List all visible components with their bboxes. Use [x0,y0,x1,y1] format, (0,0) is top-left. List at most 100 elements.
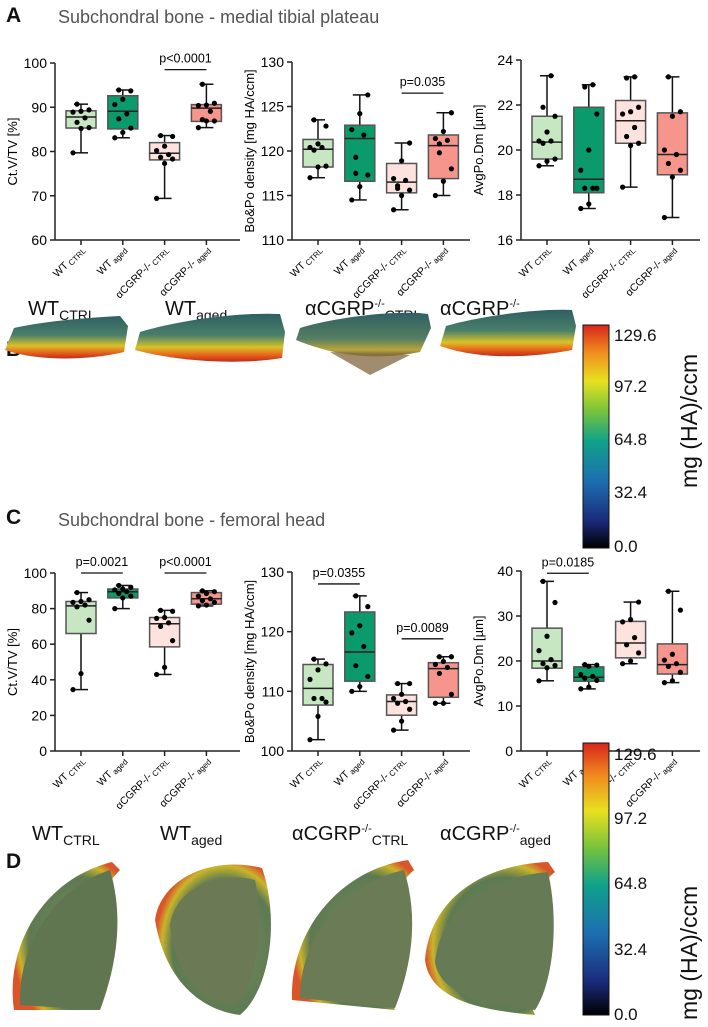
y-tick-label: 110 [262,683,285,699]
data-point [70,686,76,693]
data-point [432,661,438,668]
data-point [540,578,546,584]
data-point [124,111,130,117]
data-point [436,141,442,147]
data-point [154,148,160,154]
box-group-2 [148,607,181,678]
y-tick-label: 125 [261,99,285,115]
data-point [586,147,592,153]
colorbar-d-tick: 32.4 [614,940,648,959]
data-point [432,192,438,199]
data-point [70,150,76,156]
colorbar-d-tick: 129.6 [614,745,657,764]
data-point [86,107,92,113]
femoral-head-wt-ctrl [12,862,120,1010]
colorbar-d-tick: 97.2 [614,809,648,828]
box-group-2 [148,132,181,202]
y-tick-label: 100 [24,55,48,71]
data-point [323,163,329,169]
data-point [444,137,450,143]
data-point [158,623,164,630]
data-point [578,671,584,678]
colorbar-d-tick: 64.8 [614,874,648,893]
data-point [353,593,359,599]
data-point [440,700,446,706]
data-point [620,111,626,117]
data-point [544,633,550,639]
y-tick-label: 100 [261,743,285,759]
data-point [357,683,363,690]
significance-label: p=0.0021 [76,555,129,569]
data-point [195,593,201,599]
data-point [315,667,321,673]
y-tick-label: 80 [31,601,47,617]
panel-letter-d: D [6,850,22,873]
data-point [120,96,126,102]
data-point [311,695,317,702]
y-axis-label: AvgPo.Dm [µm] [471,615,486,706]
box-group-2 [385,680,418,733]
data-point [594,111,600,117]
data-point [78,598,84,605]
data-point [74,604,80,610]
data-point [536,138,542,144]
data-point [357,623,363,629]
data-point [70,599,76,605]
data-point [311,117,317,123]
data-point [661,214,668,221]
data-point [628,109,634,115]
y-axis-label: Ct.V/TV [%] [5,628,20,696]
data-point [170,156,176,162]
data-point [323,661,329,667]
data-point [211,599,217,605]
colorbar-b-unit: mg (HA)/ccm [676,353,702,488]
data-point [319,144,325,151]
box-group-2 [614,74,647,190]
data-point [448,166,454,172]
data-point [536,163,542,169]
y-axis-label: Bo&Po density [mg HA/ccm] [242,69,257,232]
data-point [624,133,630,140]
data-point [407,187,413,193]
data-point [582,675,588,681]
data-point [665,663,672,670]
y-tick-label: 20 [31,707,47,723]
data-point [154,195,160,202]
data-point [628,617,634,623]
data-point [353,663,359,669]
y-tick-label: 24 [497,52,513,68]
data-point [112,101,118,108]
data-point [669,651,676,657]
data-point [669,174,676,180]
data-point [315,141,321,147]
data-point [590,673,596,679]
image-label-cgrp-aged-d: αCGRP-/-aged [440,823,551,848]
data-point [677,109,684,115]
data-point [315,164,321,170]
box-group-3 [656,588,689,686]
femoral-head-wt-aged [155,864,271,1015]
data-point [586,663,592,670]
data-point [170,133,176,140]
data-point [158,132,164,139]
y-tick-label: 18 [497,187,513,203]
data-point [628,658,634,664]
data-point [199,588,205,594]
data-point [154,615,160,621]
data-point [307,175,313,181]
data-point [586,201,592,207]
data-point [162,160,168,167]
data-point [548,138,554,144]
box-group-1 [107,582,139,612]
data-point [70,109,76,115]
data-point [544,158,550,164]
data-point [74,589,80,596]
box-group-1 [344,92,376,203]
data-point [544,129,550,135]
data-point [636,140,642,146]
data-point [365,673,371,680]
panel-letter-a: A [6,4,22,27]
data-point [199,117,205,123]
